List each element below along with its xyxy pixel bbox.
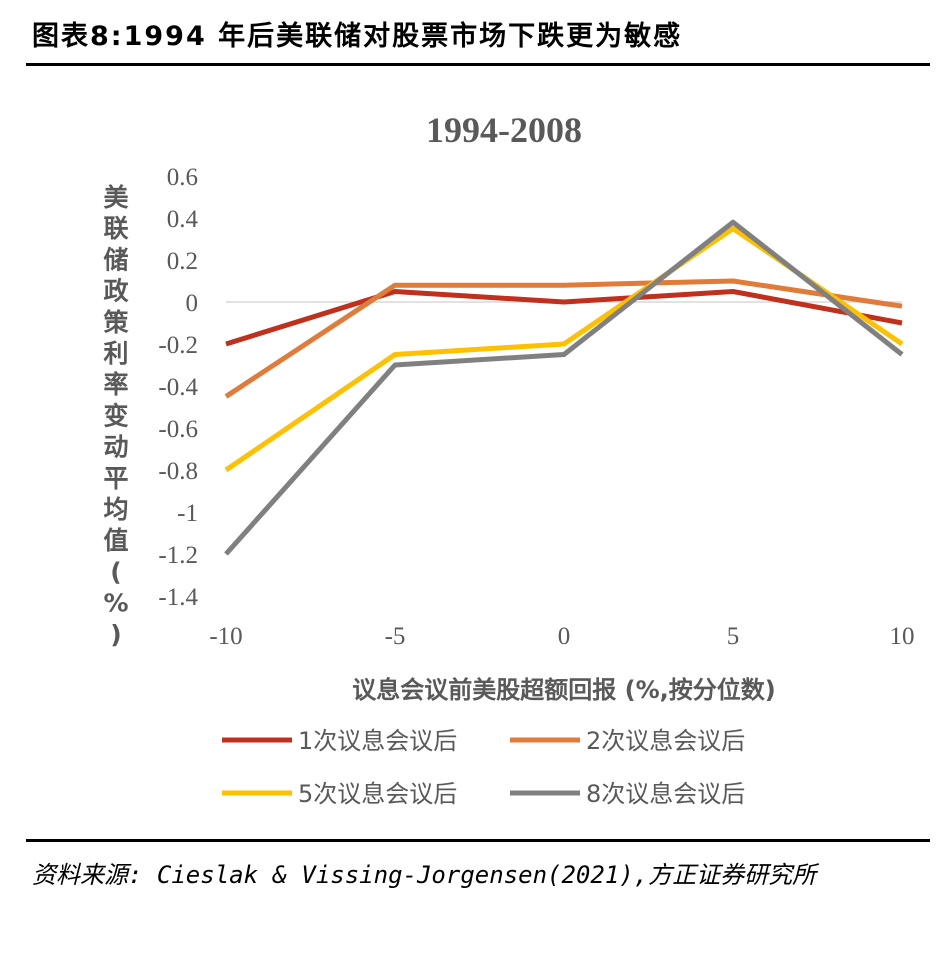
y-axis-label-char: 变 <box>103 401 128 430</box>
x-axis-label: 议息会议前美股超额回报 (%,按分位数) <box>352 676 775 704</box>
figure-title: 图表8:1994 年后美联储对股票市场下跌更为敏感 <box>32 21 683 52</box>
y-axis-label-char: 均 <box>103 495 128 524</box>
bottom-rule <box>26 839 930 842</box>
legend-label-1: 1次议息会议后 <box>298 727 457 755</box>
y-tick-label: -1.2 <box>158 542 198 569</box>
series-line-3 <box>224 226 904 473</box>
y-axis-label-char: 联 <box>103 214 128 243</box>
top-rule <box>26 63 930 66</box>
y-tick-label: -0.6 <box>158 416 198 443</box>
y-axis-label: 美联储政策利率变动平均值(%) <box>103 183 129 649</box>
legend-label-2: 2次议息会议后 <box>586 727 745 755</box>
y-axis-label-char: 美 <box>103 183 128 212</box>
y-axis-label-char: 平 <box>103 464 128 493</box>
y-axis-label-char: 利 <box>103 339 128 368</box>
x-tick-label: 0 <box>558 623 571 650</box>
series-line-4 <box>224 219 904 556</box>
series-line-1 <box>225 289 903 347</box>
y-axis-label-char: 储 <box>103 245 128 274</box>
chart-title: 1994-2008 <box>426 110 582 150</box>
y-tick-label: 0.6 <box>167 164 198 191</box>
x-tick-label: 5 <box>727 623 740 650</box>
x-tick-label: -10 <box>209 623 242 650</box>
y-axis-label-char: 动 <box>103 433 128 462</box>
x-tick-label: 10 <box>890 623 915 650</box>
y-tick-label: 0 <box>186 290 199 317</box>
y-tick-label: -1 <box>177 500 198 527</box>
y-tick-label: 0.4 <box>167 206 199 233</box>
series-line-2 <box>224 278 903 399</box>
y-tick-label: -1.4 <box>158 584 198 611</box>
y-axis-label-char: % <box>103 589 128 618</box>
y-axis-label-char: 值 <box>103 526 128 555</box>
y-tick-label: -0.2 <box>158 332 198 359</box>
y-tick-label: -0.4 <box>158 374 198 401</box>
y-axis-label-char: 策 <box>103 308 129 337</box>
y-axis-label-char: ) <box>110 620 121 649</box>
y-tick-label: 0.2 <box>167 248 198 275</box>
x-tick-label: -5 <box>385 623 406 650</box>
y-axis-label-char: 政 <box>103 277 129 306</box>
legend-label-4: 8次议息会议后 <box>586 780 745 808</box>
source-note: 资料来源: Cieslak & Vissing-Jorgensen(2021),… <box>32 861 817 889</box>
legend-label-3: 5次议息会议后 <box>298 780 457 808</box>
y-axis-label-char: 率 <box>103 370 128 399</box>
y-tick-label: -0.8 <box>158 458 198 485</box>
y-axis-label-char: ( <box>110 557 121 586</box>
